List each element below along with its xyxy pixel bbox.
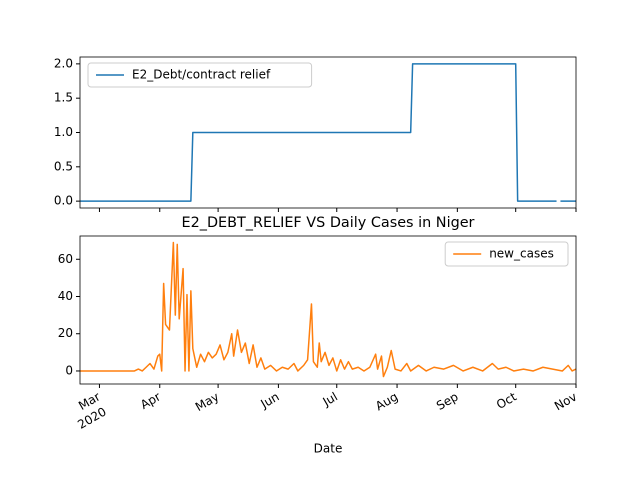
x-tick-label: May — [193, 390, 221, 415]
y-tick-label: 40 — [58, 289, 73, 303]
chart-title: E2_DEBT_RELIEF VS Daily Cases in Niger — [182, 215, 475, 231]
y-tick-label: 1.0 — [54, 125, 73, 139]
x-axis-label: Date — [314, 442, 343, 456]
legend-label: E2_Debt/contract relief — [132, 68, 271, 82]
y-tick-label: 0 — [65, 363, 73, 377]
x-tick-label: Jul — [320, 390, 340, 410]
x-tick-label: Jun — [258, 390, 282, 412]
y-tick-label: 60 — [58, 252, 73, 266]
x-tick-label: Sep — [434, 390, 461, 413]
y-tick-label: 20 — [58, 326, 73, 340]
y-tick-label: 0.0 — [54, 194, 73, 208]
series-line — [80, 241, 577, 378]
axes-frame — [79, 235, 577, 385]
y-tick-label: 0.5 — [54, 159, 73, 173]
legend-label: new_cases — [489, 247, 554, 261]
y-tick-label: 1.5 — [54, 91, 73, 105]
y-tick-label: 2.0 — [54, 56, 73, 70]
legend-box — [87, 62, 313, 88]
series-line — [80, 63, 576, 202]
axes-frame — [79, 56, 577, 209]
x-tick-label: Aug — [373, 390, 400, 414]
x-tick-label: Apr — [138, 389, 163, 412]
x-tick-label: Nov — [552, 390, 579, 414]
x-tick-label: Oct — [494, 389, 519, 412]
legend-box — [444, 241, 569, 267]
